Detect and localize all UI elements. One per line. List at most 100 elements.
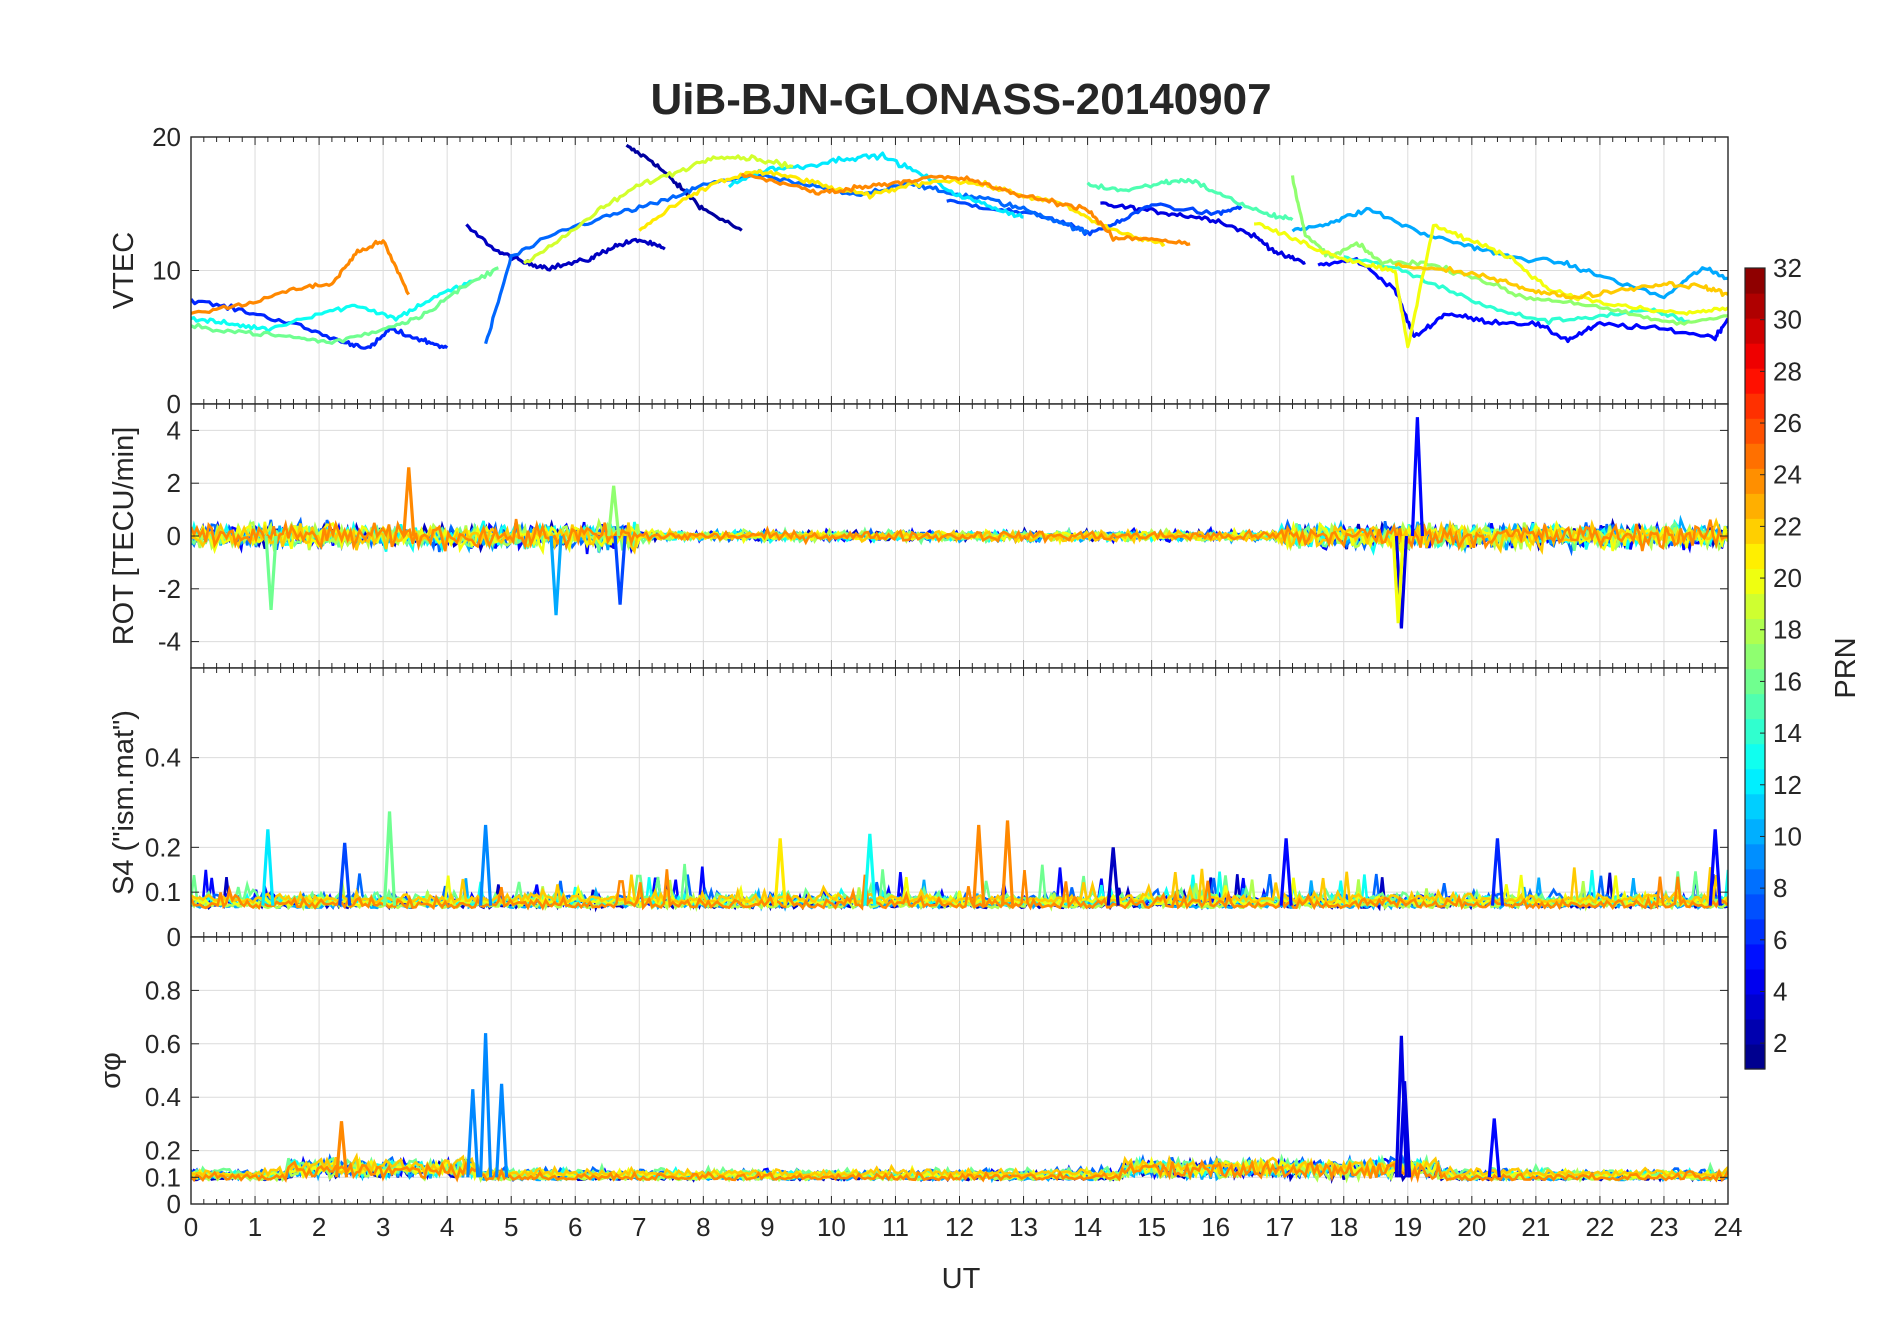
colorbar-segment	[1745, 268, 1765, 294]
tick-marks	[190, 136, 1729, 405]
x-tick-label: 23	[1649, 1212, 1678, 1242]
colorbar-tick-label: 30	[1773, 305, 1802, 335]
y-tick-label: 0.1	[145, 877, 181, 907]
x-tick-label: 22	[1585, 1212, 1614, 1242]
series-line-prn-21	[638, 168, 1166, 247]
tick-marks	[190, 404, 1729, 668]
colorbar-segment	[1745, 1018, 1765, 1045]
series-line-prn-12	[727, 151, 1024, 219]
colorbar-tick-label: 26	[1773, 408, 1802, 438]
colorbar-tick-label: 14	[1773, 718, 1802, 748]
spike-prn-20	[1391, 535, 1405, 624]
colorbar-tick-label: 28	[1773, 356, 1802, 386]
colorbar-segment	[1745, 493, 1765, 519]
spike-prn-7	[338, 842, 352, 906]
spike-prn-10	[549, 535, 563, 616]
panel-2: -4 -2 0 2 4 ROT [TECU/min]	[108, 403, 1729, 669]
colorbar-segment	[1745, 618, 1765, 645]
colorbar-segment	[1745, 943, 1765, 970]
y-tick-label: 0.1	[145, 1162, 181, 1192]
y-axis-label: σφ	[95, 1052, 127, 1089]
y-tick-label: 10	[152, 256, 181, 286]
colorbar-segment	[1745, 543, 1765, 569]
y-tick-label: 0.4	[145, 1082, 181, 1112]
x-tick-label: 3	[376, 1212, 390, 1242]
x-tick-label: 21	[1521, 1212, 1550, 1242]
series-line-prn-19	[522, 154, 794, 265]
spike-prn-5	[1487, 1118, 1501, 1178]
x-tick-label: 14	[1073, 1212, 1102, 1242]
series-line-prn-5	[1317, 257, 1728, 344]
x-tick-label: 4	[440, 1212, 454, 1242]
y-tick-label: 0	[167, 389, 181, 419]
y-tick-label: 2	[167, 468, 181, 498]
x-tick-label: 19	[1393, 1212, 1422, 1242]
x-tick-label: 12	[945, 1212, 974, 1242]
colorbar-segment	[1745, 443, 1765, 469]
x-tick-label: 10	[817, 1212, 846, 1242]
colorbar-segment	[1745, 743, 1765, 770]
colorbar-segment	[1745, 468, 1765, 494]
colorbar-segment	[1745, 793, 1765, 820]
spike-prn-3	[1106, 847, 1120, 906]
spike-prn-24	[1000, 820, 1015, 906]
colorbar-segment	[1745, 293, 1765, 319]
colorbar-segment	[1745, 993, 1765, 1020]
data-layer	[191, 811, 1728, 913]
series-line-prn-16	[191, 266, 499, 345]
spike-prn-4	[1394, 1035, 1408, 1178]
panel-1: 0 10 20 VTEC	[108, 122, 1729, 419]
spike-prn-24	[334, 1121, 349, 1178]
data-layer	[191, 143, 1728, 350]
spike-prn-6	[1490, 838, 1505, 906]
y-axis-label: VTEC	[108, 232, 140, 309]
spike-prn-5	[1279, 838, 1293, 906]
colorbar-segment	[1745, 343, 1765, 369]
series-line-prn-13	[191, 279, 473, 333]
spike-prn-24	[402, 467, 416, 537]
trace-prn-20	[191, 874, 1728, 910]
y-tick-label: -4	[158, 627, 181, 657]
colorbar-tick-label: 20	[1773, 563, 1802, 593]
y-tick-label: 0	[167, 1189, 181, 1219]
x-tick-label: 8	[696, 1212, 710, 1242]
series-line-prn-6	[191, 298, 449, 350]
colorbar-tick-label: 16	[1773, 666, 1802, 696]
y-tick-label: 20	[152, 122, 181, 152]
x-tick-label: 2	[312, 1212, 326, 1242]
x-tick-label: 13	[1009, 1212, 1038, 1242]
y-tick-label: 0.2	[145, 832, 181, 862]
spike-prn-9	[478, 824, 493, 906]
series-line-prn-17	[1290, 175, 1728, 326]
x-axis-label: UT	[942, 1263, 981, 1295]
y-tick-label: 0.8	[145, 975, 181, 1005]
x-tick-label: 18	[1329, 1212, 1358, 1242]
y-tick-label: 4	[167, 415, 181, 445]
data-layer	[191, 417, 1728, 629]
y-tick-label: 0	[167, 922, 181, 952]
spike-prn-13	[863, 833, 877, 906]
y-tick-label: 0.6	[145, 1029, 181, 1059]
chart-title: UiB-BJN-GLONASS-20140907	[650, 75, 1271, 124]
colorbar-segment	[1745, 768, 1765, 795]
colorbar-segment	[1745, 593, 1765, 620]
x-tick-label: 7	[632, 1212, 646, 1242]
colorbar-segment	[1745, 418, 1765, 444]
series-line-prn-22	[1394, 262, 1728, 300]
series-line-prn-3	[465, 223, 666, 272]
spike-prn-21	[773, 838, 787, 906]
x-tick-label: 20	[1457, 1212, 1486, 1242]
colorbar-segment	[1745, 518, 1765, 544]
colorbar-tick-label: 2	[1773, 1028, 1787, 1058]
colorbar-segment	[1745, 818, 1765, 845]
x-tick-label: 11	[882, 1212, 909, 1242]
x-tick-label: 1	[248, 1212, 262, 1242]
trace-prn-24	[191, 518, 1728, 552]
colorbar-segment	[1745, 1043, 1765, 1070]
series-line-prn-14	[1343, 255, 1690, 326]
colorbar-tick-label: 8	[1773, 873, 1787, 903]
data-layer	[191, 1033, 1728, 1185]
spike-prn-7	[613, 535, 627, 605]
